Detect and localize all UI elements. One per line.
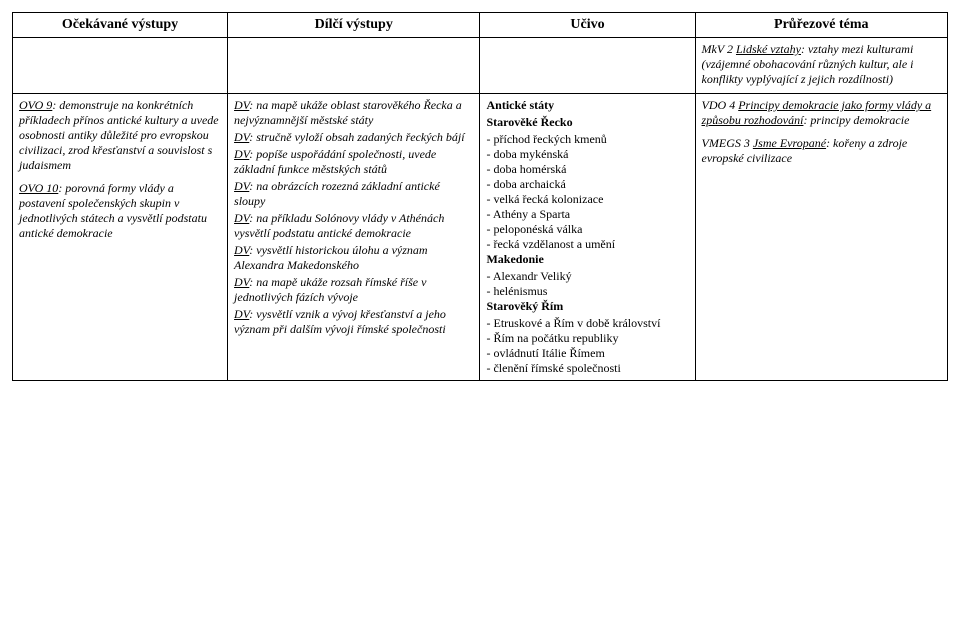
header-ocekavane: Očekávané výstupy [13, 13, 228, 38]
list-item: helénismus [486, 284, 688, 299]
macedonia-list: Alexandr Veliký helénismus [486, 269, 688, 299]
list-item: doba homérská [486, 162, 688, 177]
dv4-t: : na obrázcích rozezná základní antické … [234, 179, 440, 208]
top-under: Lidské vztahy [736, 42, 801, 56]
main-col-3: VDO 4 Principy demokracie jako formy vlá… [695, 94, 947, 381]
list-item: příchod řeckých kmenů [486, 132, 688, 147]
list-item: doba archaická [486, 177, 688, 192]
vmegs3-prefix: VMEGS 3 [702, 136, 753, 150]
dv8-t: : vysvětlí vznik a vývoj křesťanství a j… [234, 307, 446, 336]
dv4-l: DV [234, 179, 249, 193]
list-item: velká řecká kolonizace [486, 192, 688, 207]
header-row: Očekávané výstupy Dílčí výstupy Učivo Pr… [13, 13, 948, 38]
main-col-0: OVO 9: demonstruje na konkrétních příkla… [13, 94, 228, 381]
top-col-1 [228, 38, 480, 94]
top-prefix: MkV 2 [702, 42, 736, 56]
list-item: řecká vzdělanost a umění [486, 237, 688, 252]
main-col-1: DV: na mapě ukáže oblast starověkého Řec… [228, 94, 480, 381]
dv5-l: DV [234, 211, 249, 225]
main-row: OVO 9: demonstruje na konkrétních příkla… [13, 94, 948, 381]
dv7-l: DV [234, 275, 249, 289]
list-item: peloponéská válka [486, 222, 688, 237]
list-item: Alexandr Veliký [486, 269, 688, 284]
dv3-l: DV [234, 147, 249, 161]
ucivo-h2: Starověké Řecko [486, 115, 688, 130]
list-item: Athény a Sparta [486, 207, 688, 222]
top-col-3: MkV 2 Lidské vztahy: vztahy mezi kultura… [695, 38, 947, 94]
header-ucivo: Učivo [480, 13, 695, 38]
dv2-t: : stručně vyloží obsah zadaných řeckých … [249, 130, 464, 144]
list-item: Etruskové a Řím v době království [486, 316, 688, 331]
dv6-t: : vysvětlí historickou úlohu a význam Al… [234, 243, 428, 272]
top-row: MkV 2 Lidské vztahy: vztahy mezi kultura… [13, 38, 948, 94]
curriculum-table: Očekávané výstupy Dílčí výstupy Učivo Pr… [12, 12, 948, 381]
dv1-t: : na mapě ukáže oblast starověkého Řecka… [234, 98, 462, 127]
vdo4-rest: : principy demokracie [803, 113, 909, 127]
vmegs3-under: Jsme Evropané [753, 136, 826, 150]
ucivo-h3: Makedonie [486, 252, 688, 267]
ovo9-label: OVO 9 [19, 98, 52, 112]
dv3-t: : popíše uspořádání společnosti, uvede z… [234, 147, 436, 176]
dv8-l: DV [234, 307, 249, 321]
vdo4-prefix: VDO 4 [702, 98, 739, 112]
dv6-l: DV [234, 243, 249, 257]
header-dilci: Dílčí výstupy [228, 13, 480, 38]
main-col-2: Antické státy Starověké Řecko příchod ře… [480, 94, 695, 381]
list-item: členění římské společnosti [486, 361, 688, 376]
ovo10-label: OVO 10 [19, 181, 58, 195]
dv5-t: : na příkladu Solónovy vlády v Athénách … [234, 211, 444, 240]
ucivo-h1: Antické státy [486, 98, 688, 113]
greece-list: příchod řeckých kmenů doba mykénská doba… [486, 132, 688, 252]
top-col-0 [13, 38, 228, 94]
dv1-l: DV [234, 98, 249, 112]
ucivo-h4: Starověký Řím [486, 299, 688, 314]
header-prurezove: Průřezové téma [695, 13, 947, 38]
dv2-l: DV [234, 130, 249, 144]
list-item: Řím na počátku republiky [486, 331, 688, 346]
top-col-2 [480, 38, 695, 94]
list-item: doba mykénská [486, 147, 688, 162]
rome-list: Etruskové a Řím v době království Řím na… [486, 316, 688, 376]
list-item: ovládnutí Itálie Římem [486, 346, 688, 361]
dv7-t: : na mapě ukáže rozsah římské říše v jed… [234, 275, 426, 304]
